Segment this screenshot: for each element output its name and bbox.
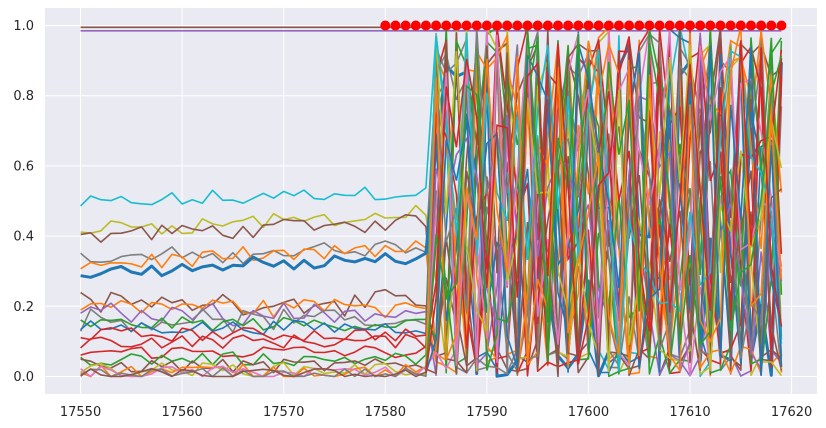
y-tick-label: 0.0 — [13, 370, 34, 385]
x-tick-label: 17570 — [263, 405, 304, 420]
change-marker — [695, 20, 706, 31]
change-marker — [552, 20, 563, 31]
change-marker — [583, 20, 594, 31]
change-marker — [725, 20, 736, 31]
change-marker — [756, 20, 767, 31]
y-tick-label: 1.0 — [13, 19, 34, 34]
change-marker — [471, 20, 482, 31]
change-marker — [613, 20, 624, 31]
x-tick-label: 17610 — [669, 405, 710, 420]
y-tick-label: 0.4 — [13, 230, 34, 245]
x-tick-label: 17600 — [568, 405, 609, 420]
series-line — [425, 36, 783, 374]
x-tick-label: 17620 — [771, 405, 812, 420]
x-tick-label: 17590 — [466, 405, 507, 420]
change-marker — [441, 20, 452, 31]
y-axis-ticks: 0.0 0.2 0.4 0.6 0.8 1.0 — [13, 19, 34, 385]
change-marker — [685, 20, 696, 31]
change-marker — [644, 20, 655, 31]
change-marker — [502, 20, 513, 31]
series-line — [425, 29, 783, 373]
series-lines — [79, 24, 783, 378]
series-line — [425, 26, 783, 374]
change-marker — [400, 20, 411, 31]
y-tick-label: 0.6 — [13, 159, 34, 174]
series-line — [425, 43, 783, 376]
x-tick-label: 17550 — [60, 405, 101, 420]
change-marker — [512, 20, 523, 31]
change-marker — [674, 20, 685, 31]
change-marker — [492, 20, 503, 31]
change-marker — [664, 20, 675, 31]
x-tick-label: 17580 — [365, 405, 406, 420]
change-marker — [542, 20, 553, 31]
change-marker — [563, 20, 574, 31]
y-tick-label: 0.2 — [13, 300, 34, 315]
x-axis-ticks: 17550 17560 17570 17580 17590 17600 17610 17620 — [60, 405, 812, 420]
change-marker — [603, 20, 614, 31]
change-marker — [776, 20, 787, 31]
change-marker — [451, 20, 462, 31]
y-tick-label: 0.8 — [13, 89, 34, 104]
change-marker — [705, 20, 716, 31]
change-marker — [461, 20, 472, 31]
change-marker — [380, 20, 391, 31]
change-marker — [735, 20, 746, 31]
change-marker — [745, 20, 756, 31]
change-marker — [654, 20, 665, 31]
change-marker — [593, 20, 604, 31]
change-marker — [766, 20, 777, 31]
change-marker — [715, 20, 726, 31]
change-marker — [522, 20, 533, 31]
change-marker — [573, 20, 584, 31]
change-marker — [431, 20, 442, 31]
change-marker — [532, 20, 543, 31]
change-marker — [390, 20, 401, 31]
change-marker — [410, 20, 421, 31]
change-marker — [481, 20, 492, 31]
x-tick-label: 17560 — [161, 405, 202, 420]
change-marker — [624, 20, 635, 31]
change-marker — [634, 20, 645, 31]
change-markers — [380, 20, 787, 31]
change-marker — [420, 20, 431, 31]
